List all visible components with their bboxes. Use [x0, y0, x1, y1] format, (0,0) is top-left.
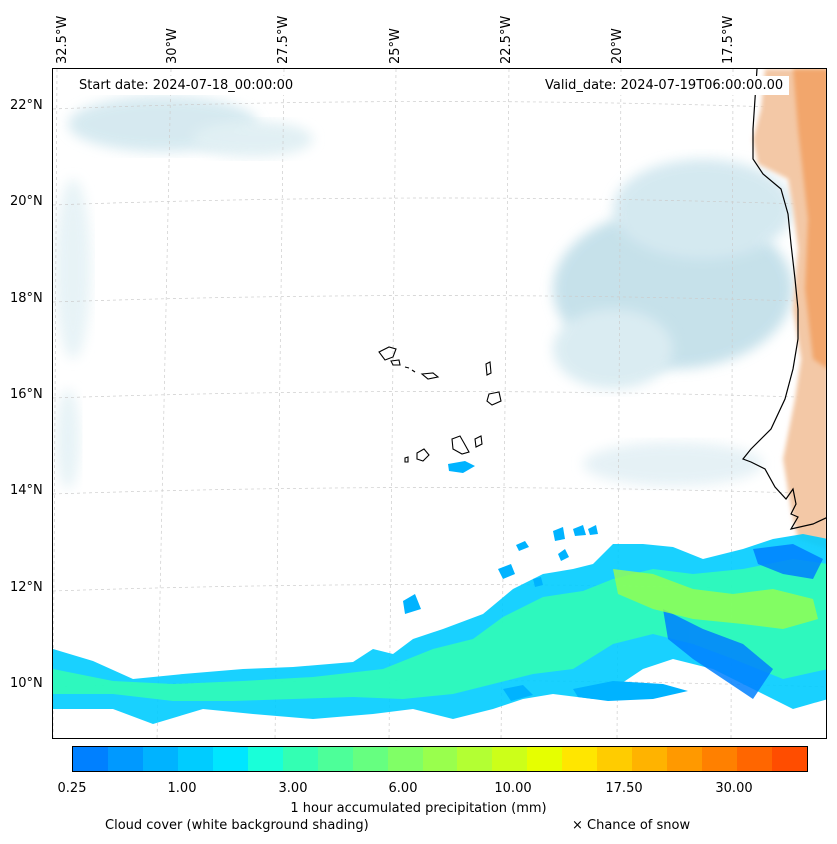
colorbar-swatch-5	[247, 747, 283, 771]
map-canvas	[53, 69, 826, 738]
colorbar-tick-5: 17.50	[605, 781, 643, 796]
colorbar-swatch-20	[772, 747, 808, 771]
colorbar-swatch-14	[562, 747, 598, 771]
lon-label-20w: 20°W	[610, 28, 625, 64]
lat-label-12n: 12°N	[10, 580, 43, 595]
colorbar-swatch-16	[632, 747, 668, 771]
africa-land	[753, 69, 826, 549]
colorbar-swatch-19	[737, 747, 773, 771]
colorbar-tick-6: 30.00	[715, 781, 753, 796]
colorbar-tick-0: 0.25	[57, 781, 87, 796]
cloud-patch	[55, 179, 91, 359]
colorbar-swatch-4	[212, 747, 248, 771]
colorbar-tick-2: 3.00	[278, 781, 308, 796]
lon-label-27-5w: 27.5°W	[276, 15, 291, 64]
precipitation-field	[53, 461, 826, 724]
lat-label-10n: 10°N	[10, 676, 43, 691]
colorbar-swatch-15	[597, 747, 633, 771]
colorbar-swatch-0	[73, 747, 108, 771]
colorbar-swatch-18	[702, 747, 738, 771]
colorbar-swatch-10	[422, 747, 458, 771]
precip-heavy-east	[663, 609, 773, 699]
colorbar-swatch-13	[527, 747, 563, 771]
colorbar-tick-3: 6.00	[388, 781, 418, 796]
cloud-cover-shading	[55, 96, 793, 489]
colorbar-swatch-2	[142, 747, 178, 771]
cloud-patch	[553, 309, 673, 389]
colorbar-tick-4: 10.00	[494, 781, 532, 796]
cloud-patch	[583, 442, 763, 486]
colorbar-tick-1: 1.00	[167, 781, 197, 796]
lat-label-22n: 22°N	[10, 98, 43, 113]
cloud-cover-note: Cloud cover (white background shading)	[105, 818, 369, 833]
lon-label-32-5w: 32.5°W	[55, 15, 70, 64]
cape-verde-islands	[378, 346, 502, 463]
map-panel[interactable]	[52, 68, 827, 739]
precipitation-colorbar	[72, 746, 808, 772]
africa-coastline	[742, 69, 826, 530]
precip-moderate	[613, 569, 818, 629]
colorbar-swatch-11	[457, 747, 493, 771]
cloud-patch	[613, 159, 793, 259]
precip-heavy-south	[753, 544, 823, 579]
lat-label-18n: 18°N	[10, 291, 43, 306]
precip-cells	[403, 461, 688, 701]
colorbar-swatch-3	[177, 747, 213, 771]
lat-label-16n: 16°N	[10, 387, 43, 402]
snow-chance-note: × Chance of snow	[572, 818, 691, 833]
cloud-patch	[56, 389, 80, 489]
cloud-patch	[193, 121, 313, 157]
colorbar-swatch-6	[282, 747, 318, 771]
colorbar-swatch-7	[317, 747, 353, 771]
colorbar-title: 1 hour accumulated precipitation (mm)	[290, 801, 547, 816]
colorbar-swatch-9	[387, 747, 423, 771]
start-date-label: Start date: 2024-07-18_00:00:00	[73, 76, 300, 95]
lon-label-25w: 25°W	[388, 28, 403, 64]
lon-label-17-5w: 17.5°W	[721, 15, 736, 64]
land-fill-warm	[793, 69, 826, 368]
colorbar-swatch-12	[492, 747, 528, 771]
colorbar-swatch-8	[352, 747, 388, 771]
lon-label-22-5w: 22.5°W	[499, 15, 514, 64]
lon-label-30w: 30°W	[165, 28, 180, 64]
colorbar-swatch-17	[667, 747, 703, 771]
lat-label-20n: 20°N	[10, 194, 43, 209]
valid-date-label: Valid_date: 2024-07-19T06:00:00.00	[539, 76, 790, 95]
lat-label-14n: 14°N	[10, 483, 43, 498]
colorbar-swatch-1	[107, 747, 143, 771]
